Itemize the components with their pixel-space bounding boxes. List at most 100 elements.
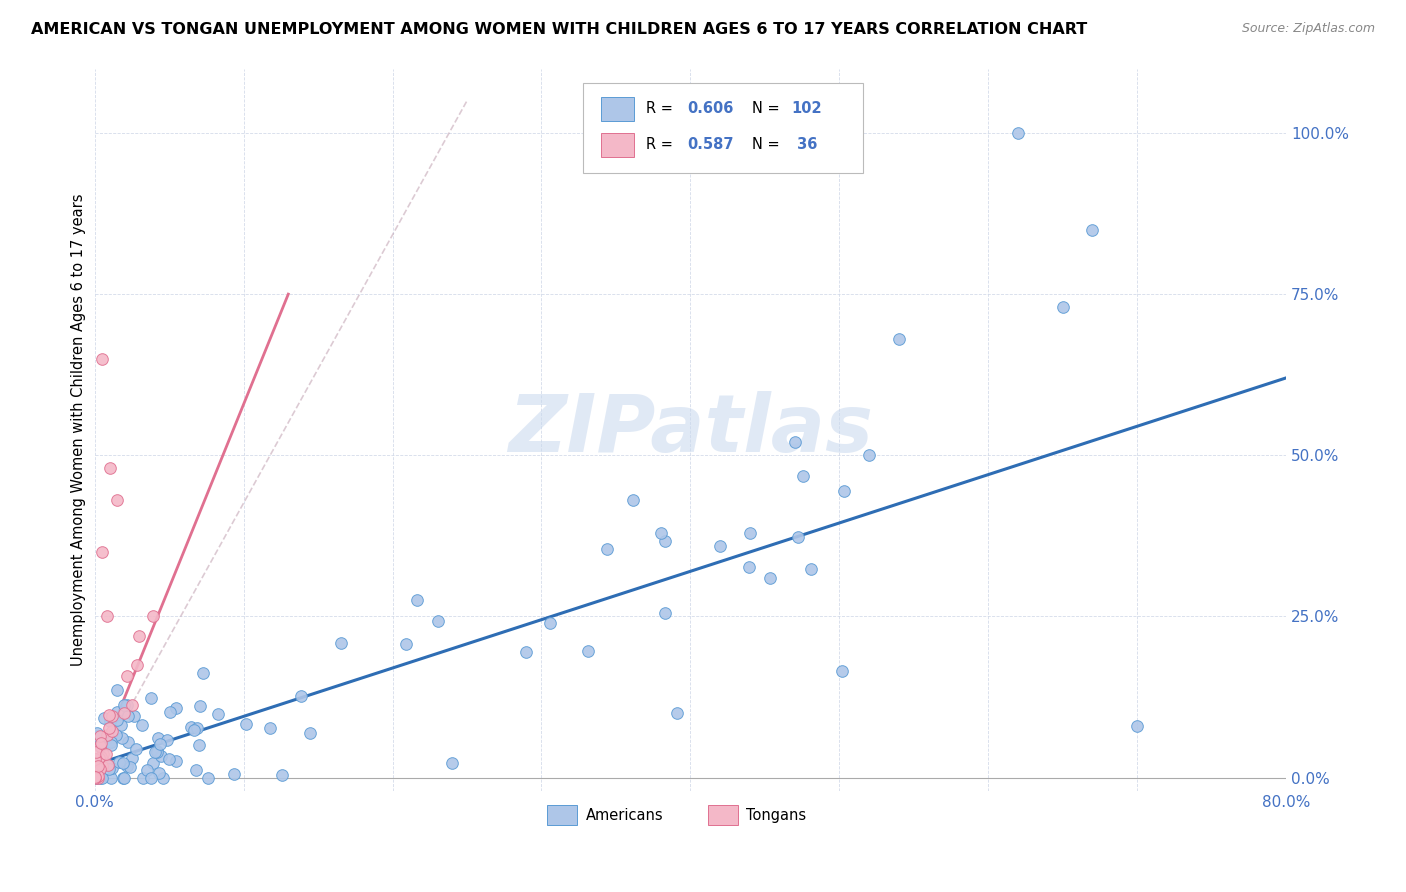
Point	[86, 759, 108, 773]
Point	[576, 644, 599, 658]
Text: N =: N =	[752, 101, 785, 116]
Point	[98, 714, 121, 728]
Text: R =: R =	[647, 136, 678, 152]
Point	[157, 752, 180, 766]
Point	[152, 771, 174, 785]
Point	[105, 705, 128, 719]
Y-axis label: Unemployment Among Women with Children Ages 6 to 17 years: Unemployment Among Women with Children A…	[72, 194, 86, 665]
Point	[91, 759, 114, 773]
Point	[91, 545, 114, 559]
Point	[132, 771, 155, 785]
Point	[112, 771, 135, 785]
FancyBboxPatch shape	[583, 83, 863, 173]
Point	[111, 771, 134, 785]
Point	[96, 728, 118, 742]
Point	[515, 645, 537, 659]
Point	[654, 533, 676, 548]
Point	[86, 759, 108, 773]
Point	[330, 636, 353, 650]
Point	[224, 766, 246, 780]
Point	[120, 759, 142, 773]
Text: ZIPatlas: ZIPatlas	[508, 391, 873, 468]
Point	[111, 731, 134, 745]
Point	[142, 756, 165, 770]
Point	[783, 435, 806, 450]
Point	[97, 708, 120, 723]
Point	[136, 764, 159, 778]
Bar	[709, 805, 738, 825]
Point	[97, 762, 120, 776]
Point	[143, 745, 166, 759]
Point	[787, 530, 810, 544]
Point	[87, 769, 110, 783]
Point	[84, 752, 107, 766]
Point	[87, 751, 110, 765]
Point	[271, 768, 294, 782]
Point	[887, 332, 910, 346]
Point	[117, 735, 139, 749]
Point	[188, 738, 211, 752]
Point	[426, 614, 449, 628]
Point	[259, 721, 281, 735]
Point	[89, 762, 111, 776]
Point	[108, 755, 131, 769]
Text: 102: 102	[792, 101, 823, 116]
Point	[831, 664, 853, 678]
Point	[621, 493, 644, 508]
Point	[86, 771, 108, 785]
Point	[650, 525, 672, 540]
Point	[1052, 300, 1074, 314]
Point	[131, 718, 153, 732]
Point	[406, 592, 429, 607]
Point	[97, 757, 120, 772]
Text: N =: N =	[752, 136, 785, 152]
Point	[165, 701, 187, 715]
Point	[538, 615, 561, 630]
Point	[84, 745, 107, 759]
Text: Source: ZipAtlas.com: Source: ZipAtlas.com	[1241, 22, 1375, 36]
Point	[115, 669, 138, 683]
Point	[115, 759, 138, 773]
Point	[105, 493, 128, 508]
Point	[105, 683, 128, 698]
Point	[90, 750, 112, 764]
Point	[738, 559, 761, 574]
Point	[100, 738, 122, 752]
Point	[98, 722, 121, 736]
Point	[114, 706, 136, 721]
Point	[91, 771, 114, 785]
Point	[89, 739, 111, 753]
Point	[759, 571, 782, 585]
Point	[596, 542, 619, 557]
Point	[100, 709, 122, 723]
Point	[165, 754, 187, 768]
Point	[395, 637, 418, 651]
Point	[101, 723, 124, 738]
Point	[146, 731, 169, 746]
Point	[180, 720, 202, 734]
Point	[139, 691, 162, 706]
Point	[84, 753, 107, 767]
Point	[146, 745, 169, 759]
Point	[1126, 719, 1149, 733]
Point	[125, 657, 148, 672]
Point	[665, 706, 688, 720]
Point	[105, 713, 128, 727]
Point	[197, 771, 219, 785]
Point	[290, 690, 312, 704]
Point	[90, 740, 112, 755]
Text: Tongans: Tongans	[747, 807, 807, 822]
Point	[84, 756, 107, 771]
Point	[858, 448, 880, 462]
Point	[149, 748, 172, 763]
Point	[188, 699, 211, 714]
Point	[183, 723, 205, 737]
Point	[112, 756, 135, 770]
Point	[112, 698, 135, 713]
Point	[738, 525, 761, 540]
Bar	[600, 134, 634, 157]
Point	[86, 729, 108, 743]
Point	[96, 609, 118, 624]
Point	[125, 742, 148, 756]
Point	[184, 764, 207, 778]
